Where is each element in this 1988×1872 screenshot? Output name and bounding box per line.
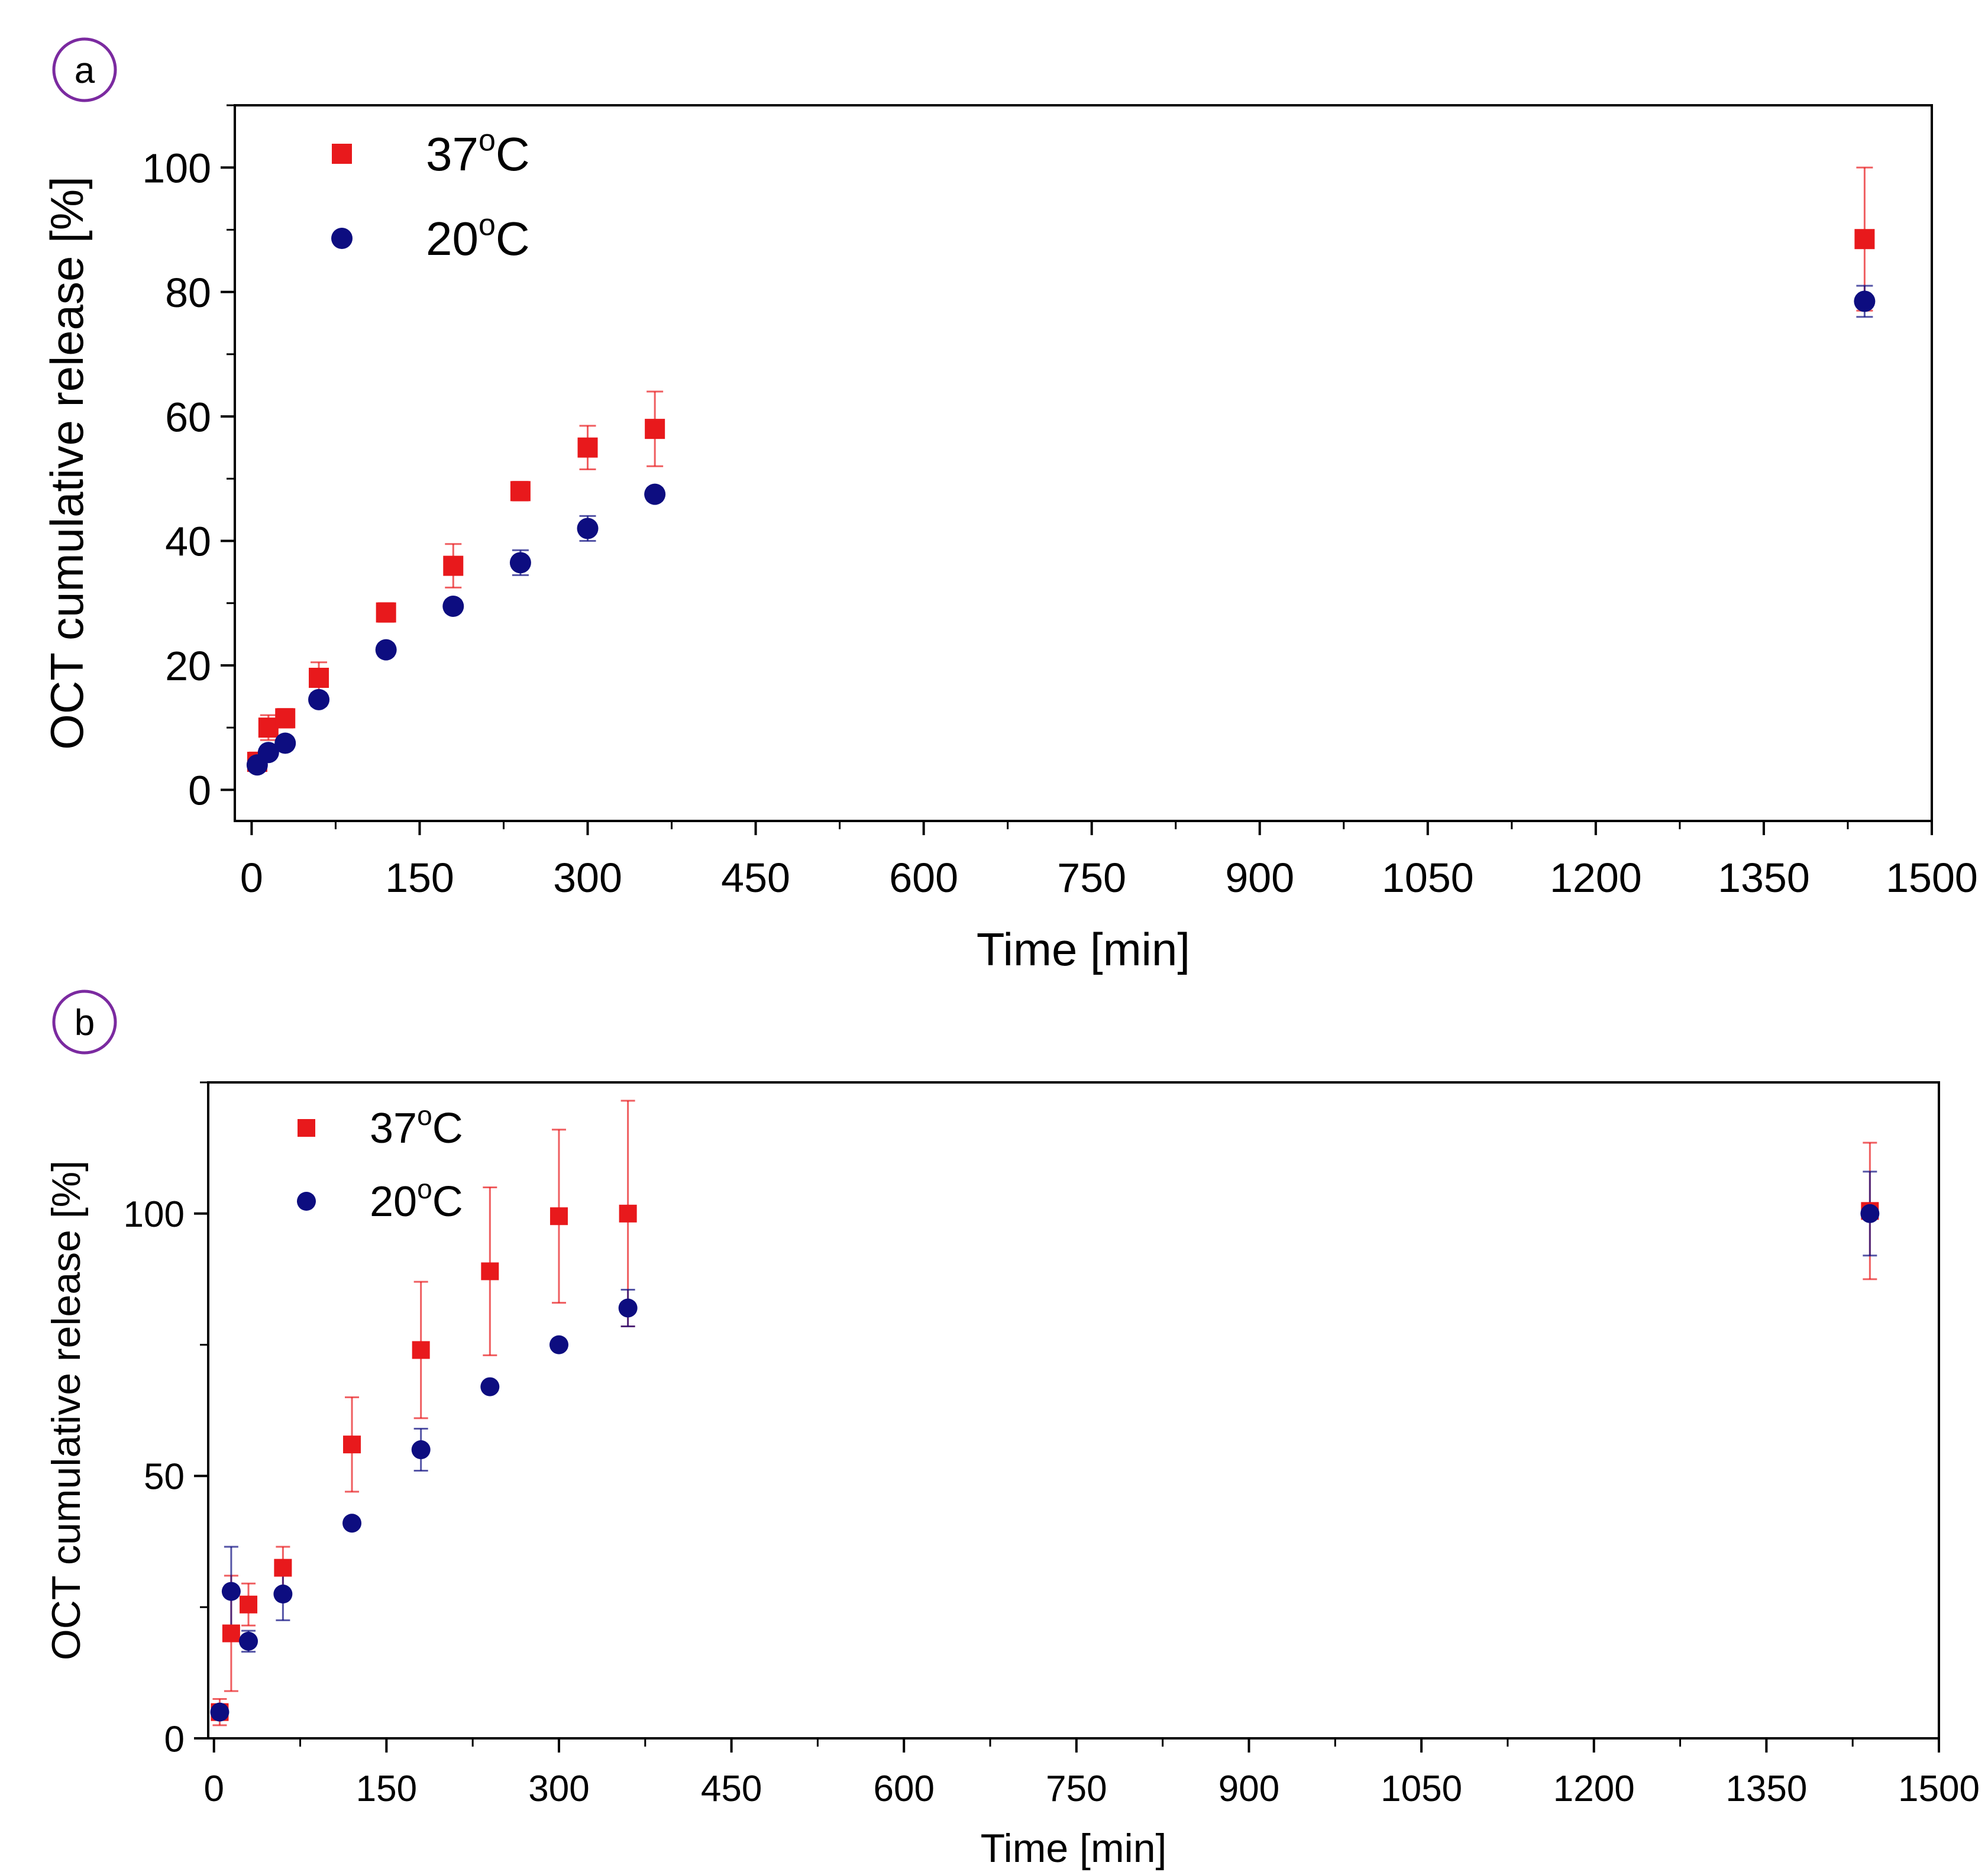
y-axis-label: OCT cumulative release [%] [41,176,93,750]
data-point-circle [375,639,397,661]
data-point-circle [342,1514,362,1533]
x-tick-label: 1500 [1886,855,1978,901]
markers-37C [211,1202,1879,1721]
x-tick-label: 1350 [1718,855,1810,901]
chart-panel-b: b 0 150 300 450 600 750 900 1050 1200 1350 1500 0 50 1… [44,990,1980,1871]
data-point-circle [644,483,666,505]
data-point-circle [442,596,464,617]
x-tick-label: 900 [1225,855,1294,901]
x-tick-label: 1050 [1381,1768,1462,1809]
legend-marker-circle [297,1192,316,1211]
markers-20C [246,290,1876,776]
x-tick-label: 1200 [1550,855,1642,901]
data-point-square [619,1204,637,1223]
legend-marker-square [332,144,352,164]
data-point-square [412,1341,430,1359]
x-tick-label: 300 [528,1768,589,1809]
data-point-square [275,708,296,729]
legend-marker-square [298,1119,315,1137]
data-point-square [1854,229,1875,250]
data-point-circle [257,742,279,764]
legend: 37oC 20oC [331,123,530,265]
y-tick-label: 0 [188,768,211,814]
panel-label: b [75,1003,95,1043]
series-37C [248,166,1873,772]
y-tick-label: 20 [165,643,211,689]
data-point-circle [480,1377,500,1396]
markers-37C [247,229,1875,772]
panel-label-circle [52,990,117,1055]
data-point-circle [618,1298,638,1318]
x-tick-label: 0 [203,1768,224,1809]
series-20C [248,284,1873,771]
data-point-circle [549,1335,568,1354]
x-axis-label: Time [min] [977,923,1190,975]
data-point-square [549,1207,568,1226]
data-point-square [510,481,531,502]
x-tick-label: 750 [1046,1768,1107,1809]
data-point-circle [577,518,599,539]
data-point-square [645,419,665,439]
x-tick-label: 600 [889,855,958,901]
data-point-circle [509,552,531,574]
legend-marker-circle [331,228,353,249]
data-point-square [443,555,464,576]
panel-label-circle [52,37,117,102]
y-tick-label: 100 [124,1194,185,1235]
data-point-circle [411,1440,431,1460]
data-point-square [376,602,396,623]
x-tick-label: 1500 [1898,1768,1980,1809]
data-point-square [240,1595,258,1614]
x-tick-label: 1050 [1382,855,1474,901]
data-point-square [577,437,598,458]
plot-frame [234,104,1933,822]
x-tick-label: 150 [356,1768,417,1809]
x-tick-label: 900 [1218,1768,1279,1809]
x-tick-label: 600 [874,1768,935,1809]
chart-panel-a: a 0 150 300 450 600 750 900 1050 1200 1350 1500 0 20 4… [41,37,1978,975]
y-tick-label: 50 [144,1457,185,1498]
legend-label: 20oC [426,208,530,265]
data-point-circle [308,688,330,710]
data-point-circle [274,732,296,754]
x-tick-label: 1200 [1553,1768,1635,1809]
data-point-circle [221,1582,241,1601]
markers-20C [210,1204,1880,1722]
plot-frame [207,1081,1940,1740]
x-tick-label: 450 [721,855,790,901]
data-point-square [481,1262,499,1281]
x-tick-label: 750 [1057,855,1126,901]
y-tick-label: 100 [142,145,211,191]
data-point-circle [1860,1204,1880,1223]
y-tick-label: 0 [164,1719,185,1760]
data-point-circle [1854,290,1876,312]
x-tick-label: 300 [553,855,622,901]
data-point-circle [210,1702,229,1722]
x-tick-label: 450 [701,1768,762,1809]
data-point-square [274,1559,292,1577]
x-tick-label: 0 [240,855,263,901]
data-point-square [222,1624,240,1643]
data-point-circle [239,1631,258,1651]
y-tick-label: 40 [165,519,211,565]
y-tick-label: 60 [165,394,211,440]
legend-label: 37oC [370,1100,463,1152]
legend-label: 37oC [426,123,530,180]
data-point-circle [273,1585,293,1604]
y-axis-label: OCT cumulative release [%] [44,1160,89,1660]
y-tick-label: 80 [165,270,211,316]
data-point-square [258,717,279,738]
data-point-square [309,668,329,688]
legend-label: 20oC [370,1173,463,1226]
x-tick-label: 150 [385,855,454,901]
panel-label: a [75,50,95,91]
x-tick-label: 1350 [1725,1768,1807,1809]
data-point-square [343,1435,361,1454]
legend: 37oC 20oC [297,1100,463,1226]
x-axis-label: Time [min] [981,1826,1167,1871]
series-20C [212,1171,1877,1719]
